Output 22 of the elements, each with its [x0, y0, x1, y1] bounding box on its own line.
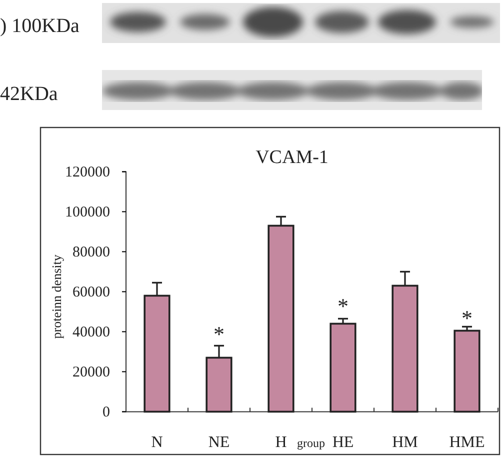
- bar: [454, 330, 480, 413]
- y-tick-label: 0: [102, 404, 110, 420]
- annotation: *: [338, 294, 348, 319]
- y-tick-label: 40000: [72, 324, 110, 340]
- x-tick-label: N: [151, 434, 164, 451]
- y-tick-label: 100000: [65, 204, 110, 220]
- chart-title: VCAM-1: [256, 147, 328, 168]
- text: 42KDa: [0, 83, 58, 105]
- y-axis-title: proteinn density: [49, 254, 64, 339]
- annotation: *: [462, 306, 472, 331]
- x-tick-label: HM: [392, 434, 418, 451]
- x-tick-label: HE: [332, 434, 354, 451]
- text: ) 100KDa: [0, 15, 80, 37]
- y-tick-label: 60000: [72, 284, 110, 300]
- y-tick-label: 120000: [65, 164, 110, 180]
- x-tick-label: NE: [208, 434, 230, 451]
- y-tick-label: 80000: [72, 244, 110, 260]
- x-tick-label: H: [275, 434, 288, 451]
- y-tick-label: 20000: [72, 364, 110, 380]
- x-axis-title: group: [297, 436, 325, 450]
- x-tick-label: HME: [449, 434, 485, 451]
- annotation: *: [214, 322, 224, 347]
